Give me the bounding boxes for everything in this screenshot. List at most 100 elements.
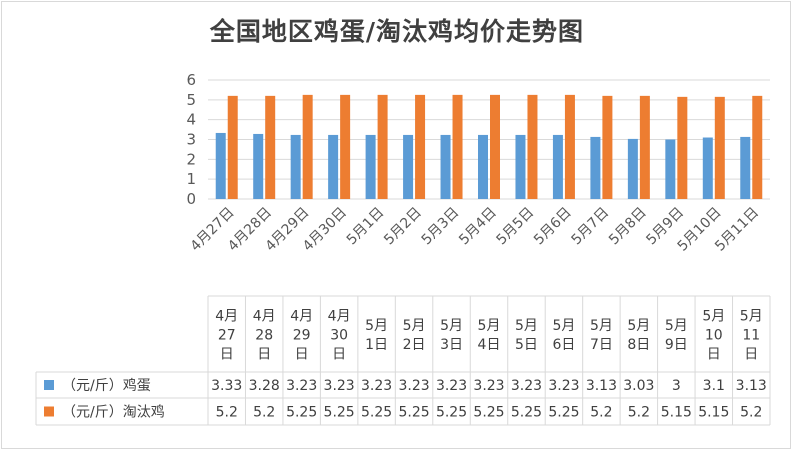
bar-hen: [452, 94, 463, 199]
bar-hen: [714, 96, 725, 199]
table-header-text: 5月: [440, 318, 463, 334]
table-header-text: 2日: [403, 337, 426, 353]
table-header-text: 8日: [627, 337, 650, 353]
table-header-text: 日: [295, 347, 309, 363]
table-cell-value: 5.2: [628, 405, 650, 421]
x-tick-label: 5月1日: [344, 205, 388, 249]
y-tick-label: 0: [186, 190, 196, 208]
bar-egg: [740, 136, 751, 199]
x-tick-label: 5月3日: [419, 205, 463, 249]
table-header-text: 7日: [590, 337, 613, 353]
bar-hen: [340, 94, 351, 199]
table-header-text: 日: [257, 347, 271, 363]
y-tick-label: 2: [186, 150, 196, 168]
table-header-text: 4月: [253, 309, 276, 325]
table-cell-value: 5.25: [361, 405, 392, 421]
bar-egg: [253, 133, 264, 199]
bar-egg: [290, 134, 301, 199]
bar-egg: [403, 134, 414, 199]
table-cell-value: 5.25: [286, 405, 317, 421]
table-cell-value: 3.28: [249, 378, 280, 394]
table-header-text: 5月: [665, 318, 688, 334]
table-cell-value: 5.25: [398, 405, 429, 421]
table-cell-value: 3.03: [623, 378, 654, 394]
x-tick-label: 5月7日: [569, 205, 613, 249]
bar-hen: [265, 95, 276, 199]
bar-egg: [627, 138, 638, 199]
table-cell-value: 3: [672, 378, 681, 394]
table-cell-value: 5.2: [253, 405, 275, 421]
table-cell-value: 5.25: [473, 405, 504, 421]
bar-hen: [564, 94, 575, 199]
table-header-text: 4月: [290, 309, 313, 325]
x-tick-label: 5月2日: [381, 205, 425, 249]
table-header-text: 30: [330, 328, 348, 344]
table-header-text: 日: [744, 347, 758, 363]
bar-egg: [590, 136, 601, 199]
bar-egg: [440, 134, 451, 199]
table-header-text: 10: [705, 328, 723, 344]
table-cell-value: 3.13: [586, 378, 617, 394]
bar-hen: [415, 94, 426, 199]
table-header-text: 5月: [365, 318, 388, 334]
table-header-text: 6日: [552, 337, 575, 353]
bar-hen: [752, 95, 763, 199]
table-header-text: 11: [742, 328, 760, 344]
bar-hen: [227, 95, 238, 199]
table-header-text: 4月: [215, 309, 238, 325]
x-tick-label: 5月6日: [531, 205, 575, 249]
table-header-text: 5日: [515, 337, 538, 353]
legend-key: [44, 406, 54, 417]
table-header-text: 日: [332, 347, 346, 363]
table-header-text: 4日: [478, 337, 501, 353]
table-cell-value: 3.23: [473, 378, 504, 394]
table-cell-value: 3.23: [398, 378, 429, 394]
table-cell-value: 5.2: [590, 405, 612, 421]
table-header-text: 5月: [552, 318, 575, 334]
bar-layer: [215, 94, 763, 199]
table-header-text: 28: [255, 328, 273, 344]
table-header-text: 日: [220, 347, 234, 363]
table-header-text: 日: [707, 347, 721, 363]
legend-label: （元/斤）淘汰鸡: [62, 404, 165, 421]
bar-egg: [552, 134, 563, 199]
bar-hen: [302, 94, 313, 199]
legend-key: [44, 380, 54, 390]
bar-egg: [328, 134, 339, 199]
table-cell-value: 3.13: [736, 378, 767, 394]
y-tick-label: 3: [186, 131, 196, 149]
table-cell-value: 5.15: [661, 405, 692, 421]
table-cell-value: 3.33: [211, 378, 242, 394]
bar-hen: [527, 94, 538, 199]
bar-hen: [639, 95, 650, 199]
bar-hen: [677, 96, 688, 199]
bar-egg: [515, 134, 526, 199]
x-tick-label: 5月5日: [494, 205, 538, 249]
bar-hen: [490, 94, 500, 199]
bar-egg: [702, 137, 713, 199]
table-header-text: 5月: [515, 318, 538, 334]
x-tick-label: 5月4日: [456, 205, 500, 249]
x-tick-label: 5月8日: [606, 205, 650, 249]
table-header-text: 5月: [590, 318, 613, 334]
table-header-text: 29: [293, 328, 311, 344]
y-tick-label: 5: [186, 91, 196, 109]
bar-hen: [377, 94, 388, 199]
legend-label: （元/斤）鸡蛋: [62, 377, 151, 394]
table-cell-value: 5.2: [740, 405, 762, 421]
table-header-text: 5月: [478, 318, 501, 334]
grid-layer: [208, 79, 770, 200]
bar-egg: [215, 132, 226, 199]
table-header-text: 5月: [702, 309, 725, 325]
bar-egg: [365, 134, 376, 199]
y-tick-label: 1: [186, 170, 196, 188]
table-cell-value: 5.25: [436, 405, 467, 421]
table-cell-value: 5.25: [548, 405, 579, 421]
table-cell-value: 3.23: [361, 378, 392, 394]
chart-title: 全国地区鸡蛋/淘汰鸡均价走势图: [209, 17, 585, 46]
y-tick-label: 4: [186, 111, 196, 129]
table-header-text: 1日: [365, 337, 388, 353]
table-cell-value: 5.15: [698, 405, 729, 421]
